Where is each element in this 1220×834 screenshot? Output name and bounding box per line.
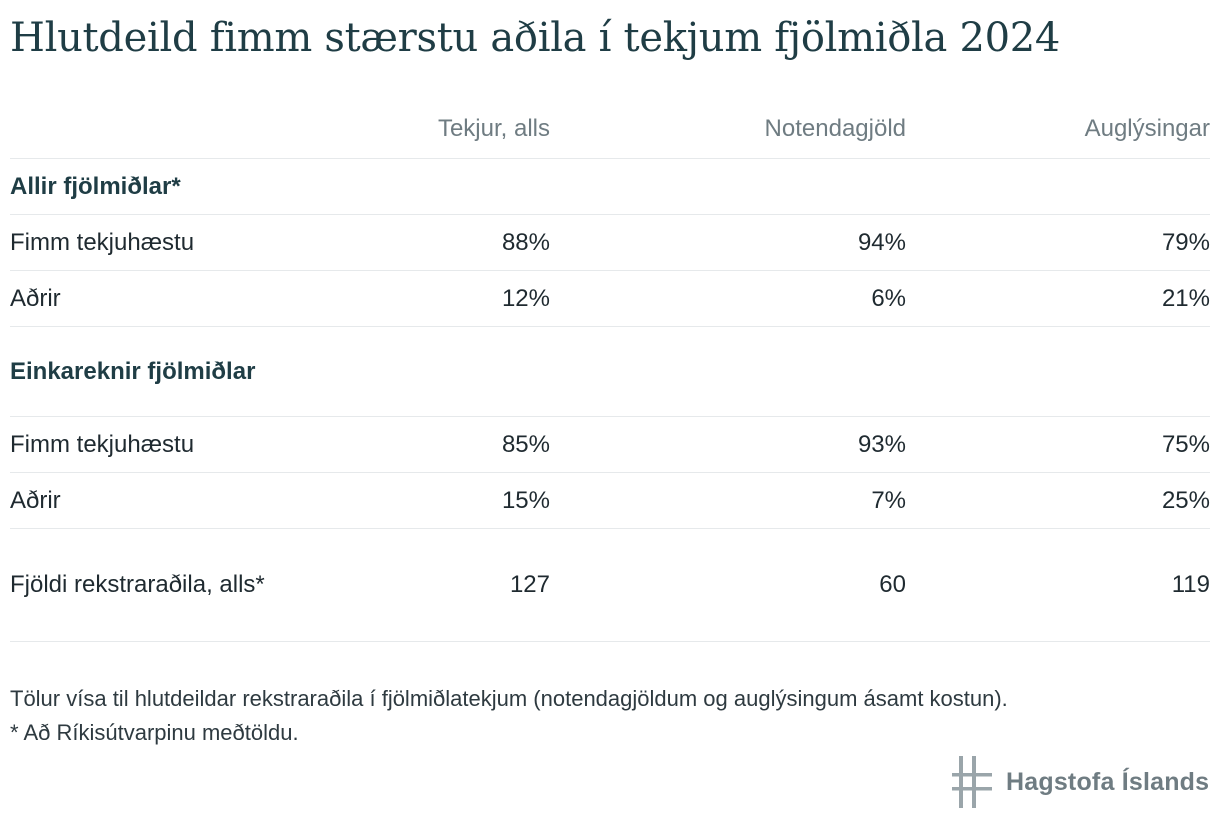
group-row-einkareknir: Einkareknir fjölmiðlar: [10, 326, 1210, 417]
table-header-row: Tekjur, alls Notendagjöld Auglýsingar: [10, 100, 1210, 159]
cell-tekjur: 12%: [310, 270, 550, 327]
column-header-auglysingar: Auglýsingar: [906, 100, 1210, 159]
total-row: Fjöldi rekstraraðila, alls* 127 60 119: [10, 528, 1210, 642]
row-label: Fimm tekjuhæstu: [10, 214, 310, 271]
cell-tekjur: 85%: [310, 416, 550, 473]
cell-tekjur: 15%: [310, 472, 550, 529]
page-title: Hlutdeild fimm stærstu aðila í tekjum fj…: [10, 15, 1061, 61]
cell-auglysingar: 79%: [906, 214, 1210, 271]
cell-notendagjold: 93%: [550, 416, 906, 473]
data-table: Tekjur, alls Notendagjöld Auglýsingar Al…: [10, 100, 1210, 642]
table-row: Fimm tekjuhæstu 88% 94% 79%: [10, 214, 1210, 271]
group-label: Einkareknir fjölmiðlar: [10, 326, 310, 417]
cell-auglysingar: 25%: [906, 472, 1210, 529]
table-row: Aðrir 12% 6% 21%: [10, 270, 1210, 327]
table-row: Fimm tekjuhæstu 85% 93% 75%: [10, 416, 1210, 473]
column-header-label: [10, 100, 310, 159]
group-row-allir: Allir fjölmiðlar*: [10, 158, 1210, 215]
column-header-tekjur: Tekjur, alls: [310, 100, 550, 159]
column-header-notendagjold: Notendagjöld: [550, 100, 906, 159]
cell-tekjur: 88%: [310, 214, 550, 271]
cell-notendagjold: 6%: [550, 270, 906, 327]
cell-auglysingar: 21%: [906, 270, 1210, 327]
cell-notendagjold: 60: [550, 528, 906, 642]
row-label: Aðrir: [10, 270, 310, 327]
row-label: Fimm tekjuhæstu: [10, 416, 310, 473]
hagstofa-logo-icon: [952, 756, 992, 808]
footnote-asterisk: * Að Ríkisútvarpinu meðtöldu.: [10, 720, 299, 745]
cell-auglysingar: 119: [906, 528, 1210, 642]
footnotes: Tölur vísa til hlutdeildar rekstraraðila…: [10, 682, 1008, 750]
hagstofa-logo: Hagstofa Íslands: [952, 756, 1209, 808]
row-label: Fjöldi rekstraraðila, alls*: [10, 528, 310, 642]
footnote-text: Tölur vísa til hlutdeildar rekstraraðila…: [10, 686, 1008, 711]
logo-text: Hagstofa Íslands: [1006, 767, 1210, 796]
cell-tekjur: 127: [310, 528, 550, 642]
cell-notendagjold: 94%: [550, 214, 906, 271]
table-row: Aðrir 15% 7% 25%: [10, 472, 1210, 529]
cell-auglysingar: 75%: [906, 416, 1210, 473]
cell-notendagjold: 7%: [550, 472, 906, 529]
row-label: Aðrir: [10, 472, 310, 529]
group-label: Allir fjölmiðlar*: [10, 158, 310, 215]
